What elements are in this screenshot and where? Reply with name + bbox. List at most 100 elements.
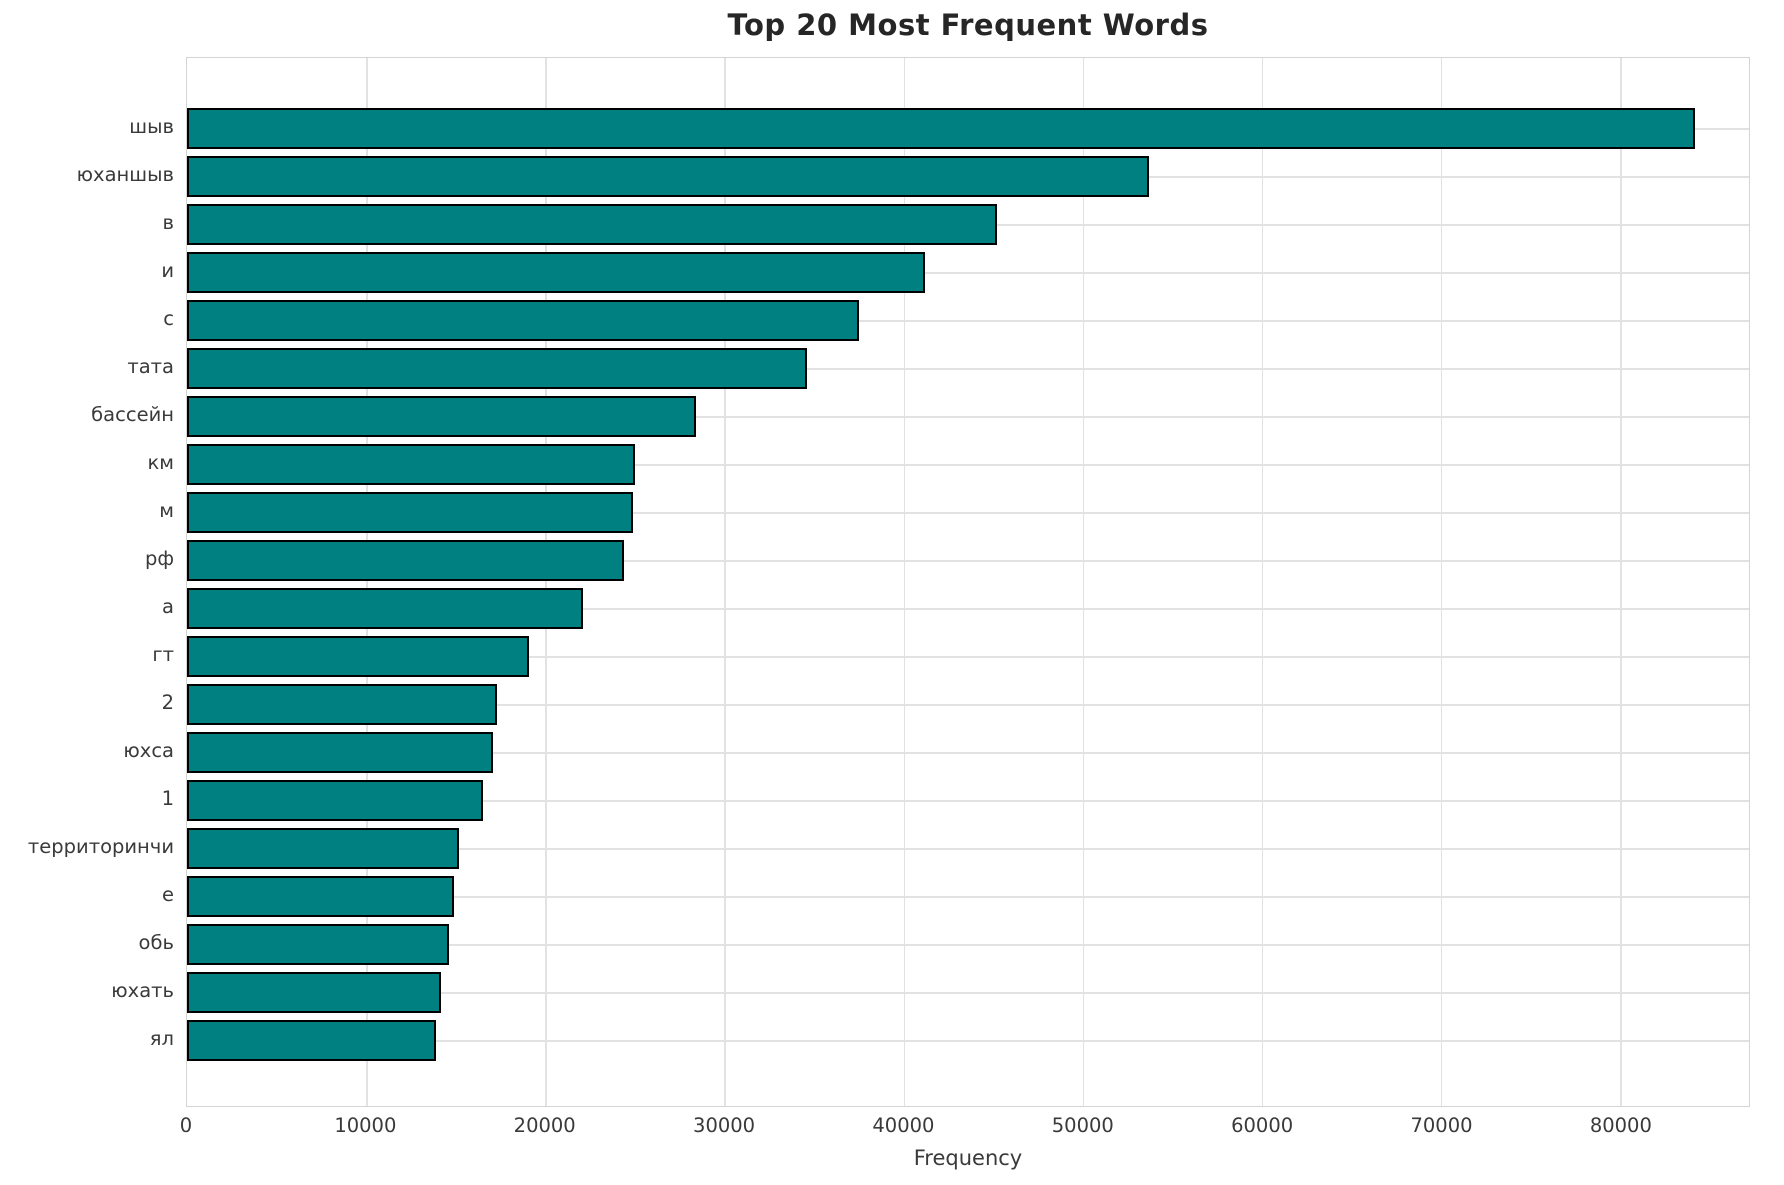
gridline-horizontal <box>187 416 1749 418</box>
y-tick-label: а <box>162 595 174 618</box>
bar-территоринчи <box>187 827 460 869</box>
y-tick-label: бассейн <box>91 403 174 426</box>
bar-и <box>187 251 925 293</box>
gridline-horizontal <box>187 272 1749 274</box>
bar-row <box>187 104 1749 152</box>
y-tick-label: территоринчи <box>27 835 174 858</box>
gridline-horizontal <box>187 1040 1749 1042</box>
gridline-vertical <box>1082 58 1085 1106</box>
gridline-horizontal <box>187 992 1749 994</box>
gridline-vertical <box>724 58 726 1106</box>
x-tick-label: 30000 <box>693 1114 756 1137</box>
bar-в <box>187 203 997 245</box>
bar-row <box>187 488 1749 536</box>
gridline-vertical <box>903 58 905 1106</box>
y-tick-label: с <box>163 307 174 330</box>
bar-юхать <box>187 971 442 1013</box>
x-axis-label: Frequency <box>913 1146 1023 1170</box>
bar-бассейн <box>187 395 696 437</box>
bar-row <box>187 344 1749 392</box>
gridline-horizontal <box>187 368 1749 370</box>
bar-с <box>187 299 859 341</box>
gridline-horizontal <box>187 464 1749 466</box>
y-tick-label: в <box>162 211 175 234</box>
gridline-horizontal <box>187 560 1749 562</box>
bar-1 <box>187 779 483 821</box>
gridline-horizontal <box>187 752 1749 754</box>
bar-row <box>187 1016 1749 1064</box>
y-tick-label: ял <box>149 1027 174 1050</box>
x-axis-tick-labels: 0 10000 20000 30000 40000 50000 60000 70000 8000… <box>0 1114 1784 1142</box>
bar-гт <box>187 635 530 677</box>
gridline-vertical <box>1261 58 1264 1106</box>
bar-row <box>187 440 1749 488</box>
gridline-horizontal <box>187 512 1749 514</box>
y-tick-label: шыв <box>129 115 174 138</box>
bar-ял <box>187 1019 436 1061</box>
x-tick-label: 10000 <box>334 1114 397 1137</box>
bar-row <box>187 536 1749 584</box>
gridline-horizontal <box>187 800 1749 802</box>
x-tick-label: 80000 <box>1589 1114 1652 1137</box>
gridline-horizontal <box>187 704 1749 706</box>
x-tick-label: 70000 <box>1410 1114 1473 1137</box>
bar-обь <box>187 923 449 965</box>
bar-row <box>187 824 1749 872</box>
bar-юхса <box>187 731 494 773</box>
y-tick-label: обь <box>138 931 174 954</box>
bar-row <box>187 872 1749 920</box>
bar-row <box>187 248 1749 296</box>
bar-row <box>187 152 1749 200</box>
gridline-horizontal <box>187 656 1749 658</box>
gridline-horizontal <box>187 944 1749 946</box>
x-tick-label: 0 <box>179 1114 193 1137</box>
gridline-horizontal <box>187 320 1749 322</box>
gridline-vertical <box>545 58 547 1106</box>
x-tick-label: 40000 <box>872 1114 935 1137</box>
gridline-horizontal <box>187 848 1749 850</box>
y-tick-label: рф <box>144 547 174 570</box>
bar-км <box>187 443 635 485</box>
bar-а <box>187 587 583 629</box>
plot-area <box>186 57 1750 1107</box>
y-tick-label: юханшыв <box>76 163 174 186</box>
x-tick-label: 60000 <box>1231 1114 1294 1137</box>
chart-title: Top 20 Most Frequent Words <box>727 8 1209 42</box>
bars-layer <box>187 58 1749 1106</box>
y-tick-label: юхать <box>111 979 174 1002</box>
gridline-vertical <box>1620 58 1622 1106</box>
y-tick-label: 1 <box>161 787 174 810</box>
gridline-horizontal <box>187 896 1749 898</box>
bar-рф <box>187 539 625 581</box>
bar-е <box>187 875 454 917</box>
bar-юханшыв <box>187 155 1149 197</box>
bar-м <box>187 491 634 533</box>
y-axis-tick-labels: шыв юханшыв в и с тата бассейн км м рф а гт 2 юхса 1 те… <box>0 57 174 1107</box>
y-tick-label: км <box>147 451 175 474</box>
y-tick-label: 2 <box>161 691 174 714</box>
bar-тата <box>187 347 807 389</box>
bar-row <box>187 968 1749 1016</box>
y-tick-label: е <box>162 883 174 906</box>
gridline-vertical <box>1440 58 1443 1106</box>
bar-row <box>187 920 1749 968</box>
bar-2 <box>187 683 497 725</box>
bar-row <box>187 776 1749 824</box>
y-tick-label: тата <box>127 355 174 378</box>
bar-row <box>187 296 1749 344</box>
bar-row <box>187 200 1749 248</box>
y-tick-label: юхса <box>123 739 174 762</box>
bar-row <box>187 392 1749 440</box>
gridline-vertical <box>366 58 368 1106</box>
x-tick-label: 20000 <box>513 1114 576 1137</box>
bar-шыв <box>187 107 1696 149</box>
bar-row <box>187 584 1749 632</box>
bar-row <box>187 632 1749 680</box>
bar-row <box>187 728 1749 776</box>
y-tick-label: м <box>159 499 174 522</box>
y-tick-label: гт <box>152 643 174 666</box>
bar-row <box>187 680 1749 728</box>
y-tick-label: и <box>161 259 174 282</box>
gridline-horizontal <box>187 608 1749 610</box>
